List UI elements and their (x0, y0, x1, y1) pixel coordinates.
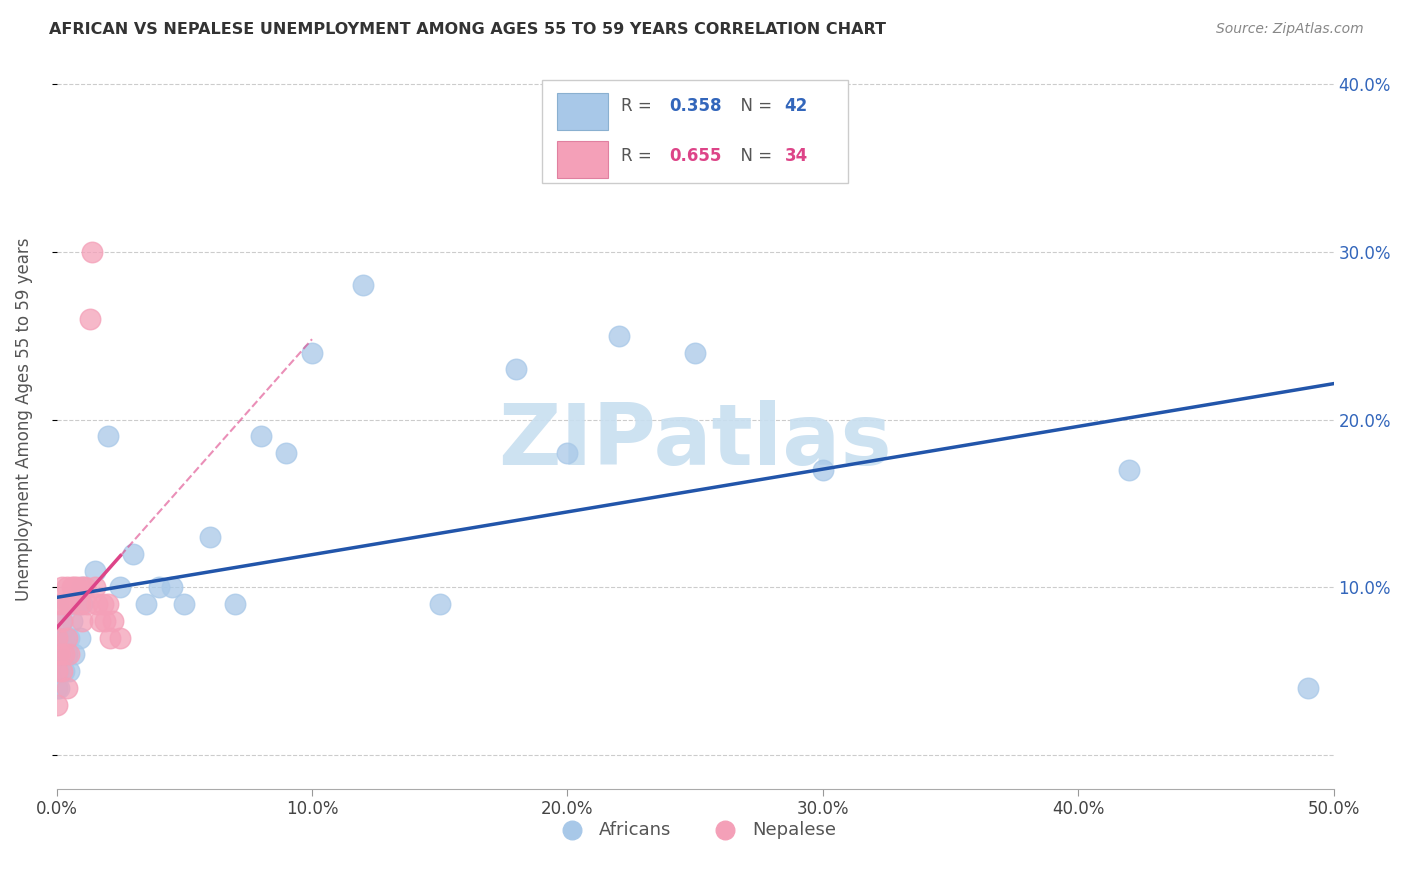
Point (53, 648, 76, 662)
Y-axis label: Unemployment Among Ages 55 to 59 years: Unemployment Among Ages 55 to 59 years (15, 238, 32, 601)
Point (70, 614, 93, 628)
Text: Source: ZipAtlas.com: Source: ZipAtlas.com (1216, 22, 1364, 37)
Point (51, 580, 73, 594)
Point (45, 681, 67, 695)
Text: 42: 42 (785, 97, 808, 115)
Text: R =: R = (621, 146, 657, 165)
FancyBboxPatch shape (541, 80, 848, 184)
Point (58, 631, 80, 645)
Point (607, 328, 630, 343)
Point (76, 597, 98, 611)
Point (69, 631, 91, 645)
Point (198, 530, 221, 544)
Point (48, 681, 70, 695)
Point (160, 580, 183, 594)
FancyBboxPatch shape (557, 142, 609, 178)
Point (505, 362, 527, 376)
Point (53, 631, 76, 645)
Point (122, 547, 145, 561)
Text: N =: N = (730, 146, 778, 165)
Text: AFRICAN VS NEPALESE UNEMPLOYMENT AMONG AGES 55 TO 59 YEARS CORRELATION CHART: AFRICAN VS NEPALESE UNEMPLOYMENT AMONG A… (49, 22, 886, 37)
Point (1296, 681, 1319, 695)
Point (66, 580, 89, 594)
Point (70, 597, 93, 611)
Point (56, 648, 79, 662)
Text: R =: R = (621, 97, 657, 115)
Point (45, 698, 67, 712)
Point (63, 648, 86, 662)
Point (56, 681, 79, 695)
Point (173, 597, 195, 611)
Point (276, 446, 298, 460)
Point (58, 597, 80, 611)
Point (69, 597, 91, 611)
Point (429, 597, 451, 611)
Point (48, 664, 70, 678)
Point (45, 648, 67, 662)
Point (101, 614, 124, 628)
Point (97, 429, 120, 443)
Point (98, 631, 121, 645)
Point (56, 580, 79, 594)
Point (557, 446, 579, 460)
Point (51, 614, 73, 628)
Legend: Africans, Nepalese: Africans, Nepalese (547, 814, 844, 846)
Point (60, 614, 83, 628)
Point (91, 597, 114, 611)
Point (811, 463, 834, 477)
Point (86, 597, 108, 611)
Point (1118, 463, 1140, 477)
Point (58, 664, 80, 678)
Text: ZIPatlas: ZIPatlas (498, 401, 891, 483)
Text: N =: N = (730, 97, 778, 115)
Text: 0.655: 0.655 (669, 146, 721, 165)
Point (63, 580, 86, 594)
Point (48, 648, 70, 662)
Point (51, 664, 73, 678)
Point (352, 278, 374, 293)
Point (94, 614, 117, 628)
Point (56, 631, 79, 645)
Text: 0.358: 0.358 (669, 97, 723, 115)
Point (56, 597, 79, 611)
Point (48, 597, 70, 611)
Point (79, 312, 101, 326)
Point (53, 664, 76, 678)
Point (45, 631, 67, 645)
Point (224, 597, 246, 611)
Point (110, 631, 132, 645)
Point (48, 631, 70, 645)
Point (84, 580, 107, 594)
Point (250, 429, 273, 443)
Point (70, 580, 93, 594)
Point (135, 597, 157, 611)
Point (73, 580, 96, 594)
Point (301, 345, 323, 359)
Point (683, 345, 706, 359)
Point (53, 597, 76, 611)
Point (45, 631, 67, 645)
Text: 34: 34 (785, 146, 808, 165)
Point (60, 580, 83, 594)
Point (97, 597, 120, 611)
Point (82, 244, 104, 259)
Point (110, 580, 132, 594)
Point (58, 648, 80, 662)
Point (84, 564, 107, 578)
Point (51, 648, 73, 662)
Point (148, 580, 170, 594)
Point (70, 580, 93, 594)
Point (51, 614, 73, 628)
Point (66, 597, 89, 611)
Point (89, 614, 111, 628)
Point (45, 664, 67, 678)
FancyBboxPatch shape (557, 93, 609, 129)
